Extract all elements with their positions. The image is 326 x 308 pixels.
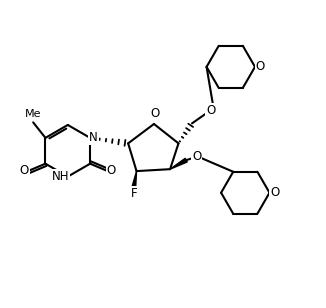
Text: NH: NH (52, 170, 69, 183)
Text: N: N (89, 131, 98, 144)
Text: O: O (150, 107, 159, 120)
Polygon shape (170, 158, 187, 169)
Polygon shape (132, 171, 137, 187)
Text: O: O (270, 186, 280, 199)
Text: O: O (192, 150, 201, 163)
Text: F: F (131, 187, 137, 200)
Text: O: O (20, 164, 29, 177)
Text: O: O (107, 164, 116, 177)
Text: O: O (206, 103, 215, 117)
Text: Me: Me (25, 109, 41, 119)
Text: O: O (256, 60, 265, 73)
